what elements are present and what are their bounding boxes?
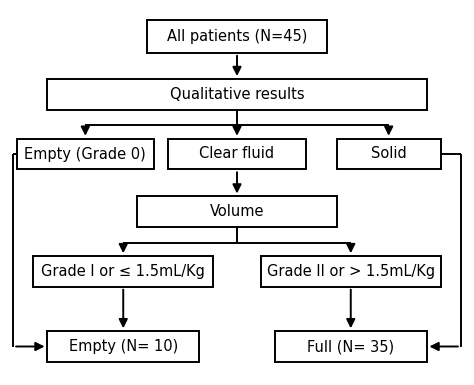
FancyBboxPatch shape [137,196,337,227]
FancyBboxPatch shape [47,331,199,362]
FancyBboxPatch shape [275,331,427,362]
FancyBboxPatch shape [261,256,441,287]
FancyBboxPatch shape [47,79,427,110]
Text: Grade II or > 1.5mL/Kg: Grade II or > 1.5mL/Kg [267,264,435,279]
Text: Full (N= 35): Full (N= 35) [307,339,394,354]
Text: Clear fluid: Clear fluid [200,147,274,161]
Text: All patients (N=45): All patients (N=45) [167,29,307,44]
FancyBboxPatch shape [33,256,213,287]
Text: Grade I or ≤ 1.5mL/Kg: Grade I or ≤ 1.5mL/Kg [41,264,205,279]
Text: Solid: Solid [371,147,407,161]
Text: Empty (N= 10): Empty (N= 10) [69,339,178,354]
FancyBboxPatch shape [337,139,441,169]
FancyBboxPatch shape [147,20,327,53]
FancyBboxPatch shape [17,139,154,169]
FancyBboxPatch shape [168,139,306,169]
Text: Empty (Grade 0): Empty (Grade 0) [25,147,146,161]
Text: Qualitative results: Qualitative results [170,87,304,102]
Text: Volume: Volume [210,204,264,219]
